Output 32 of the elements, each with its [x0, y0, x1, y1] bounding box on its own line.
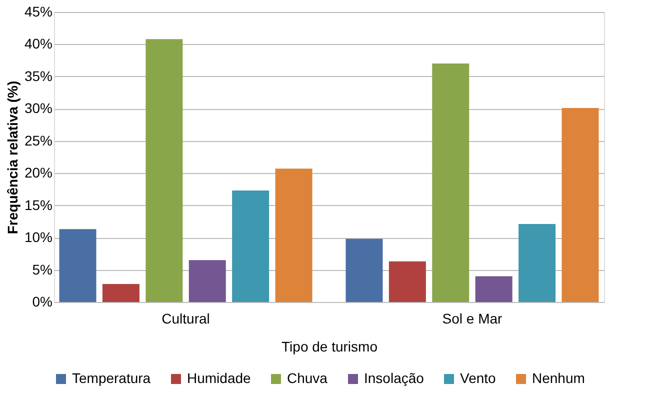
bar	[188, 260, 226, 302]
y-tick-label: 5%	[32, 261, 52, 278]
x-tick-label: Cultural	[162, 310, 210, 326]
bar	[475, 276, 512, 302]
legend-label: Insolação	[364, 370, 424, 386]
y-tick-label: 35%	[24, 68, 52, 84]
legend-label: Humidade	[187, 370, 252, 386]
y-tick-label: 15%	[24, 196, 52, 213]
bar	[232, 190, 270, 302]
bar	[102, 284, 140, 302]
y-axis-title: Frequência relativa (%)	[4, 80, 20, 234]
y-tick-label: 30%	[24, 100, 52, 116]
legend-label: Vento	[460, 370, 496, 386]
bar	[562, 108, 599, 302]
bar	[59, 229, 96, 302]
y-tick-label: 20%	[24, 164, 52, 181]
x-tick-label: Sol e Mar	[442, 310, 503, 326]
y-tick-label: 0%	[32, 294, 52, 310]
y-tick-label: 25%	[24, 132, 52, 148]
bar	[346, 238, 383, 302]
bar	[432, 64, 470, 302]
bar	[388, 261, 426, 302]
legend-label: Chuva	[287, 370, 328, 386]
y-tick-label: 40%	[24, 36, 52, 52]
legend-label: Temperatura	[72, 370, 151, 386]
bar	[275, 168, 312, 302]
legend-label: Nenhum	[532, 370, 585, 386]
y-tick-label: 45%	[24, 4, 52, 20]
bar	[146, 39, 183, 302]
x-axis-title: Tipo de turismo	[282, 338, 378, 354]
y-tick-label: 10%	[24, 229, 52, 246]
bar	[518, 224, 556, 302]
